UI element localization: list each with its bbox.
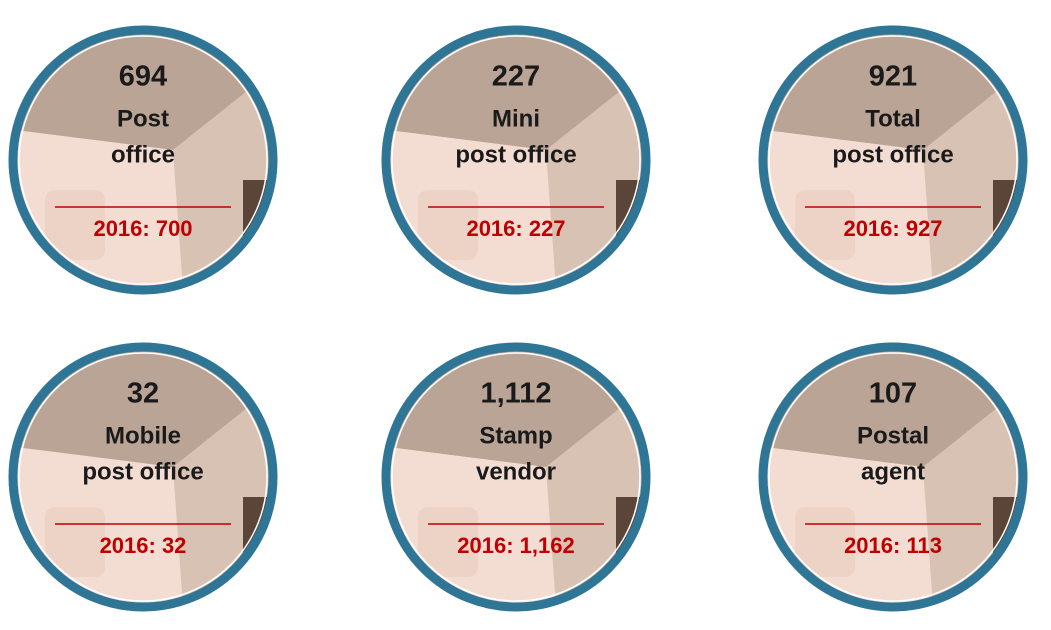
count: 1,112 (481, 378, 552, 410)
label: Mobile (105, 422, 181, 449)
count: 694 (119, 61, 167, 93)
count: 921 (869, 61, 917, 93)
label: post office (82, 458, 203, 485)
label: Total (865, 105, 921, 132)
label: post office (832, 141, 953, 168)
card: 227 Mini post office 2016: 227 (386, 30, 646, 290)
card: 107 Postal agent 2016: 113 (763, 347, 1023, 607)
count: 107 (869, 378, 917, 410)
card: 32 Mobile post office 2016: 32 (13, 347, 273, 607)
previous-year: 2016: 927 (843, 216, 942, 241)
label: Stamp (479, 422, 552, 449)
previous-year: 2016: 1,162 (457, 533, 574, 558)
previous-year: 2016: 32 (100, 533, 187, 558)
previous-year: 2016: 700 (93, 216, 192, 241)
previous-year: 2016: 227 (466, 216, 565, 241)
count: 227 (492, 61, 540, 93)
count: 32 (127, 378, 159, 410)
previous-year: 2016: 113 (844, 533, 942, 558)
label: agent (861, 458, 925, 485)
label: Postal (857, 422, 929, 449)
label: Post (117, 105, 169, 132)
card: 921 Total post office 2016: 927 (763, 30, 1023, 290)
label: vendor (476, 458, 556, 485)
infographic: 694 Post office 2016: 700 227 Mini post office… (0, 0, 1051, 630)
card: 694 Post office 2016: 700 (13, 30, 273, 290)
label: office (111, 141, 175, 168)
label: post office (455, 141, 576, 168)
card: 1,112 Stamp vendor 2016: 1,162 (386, 347, 646, 607)
label: Mini (492, 105, 540, 132)
